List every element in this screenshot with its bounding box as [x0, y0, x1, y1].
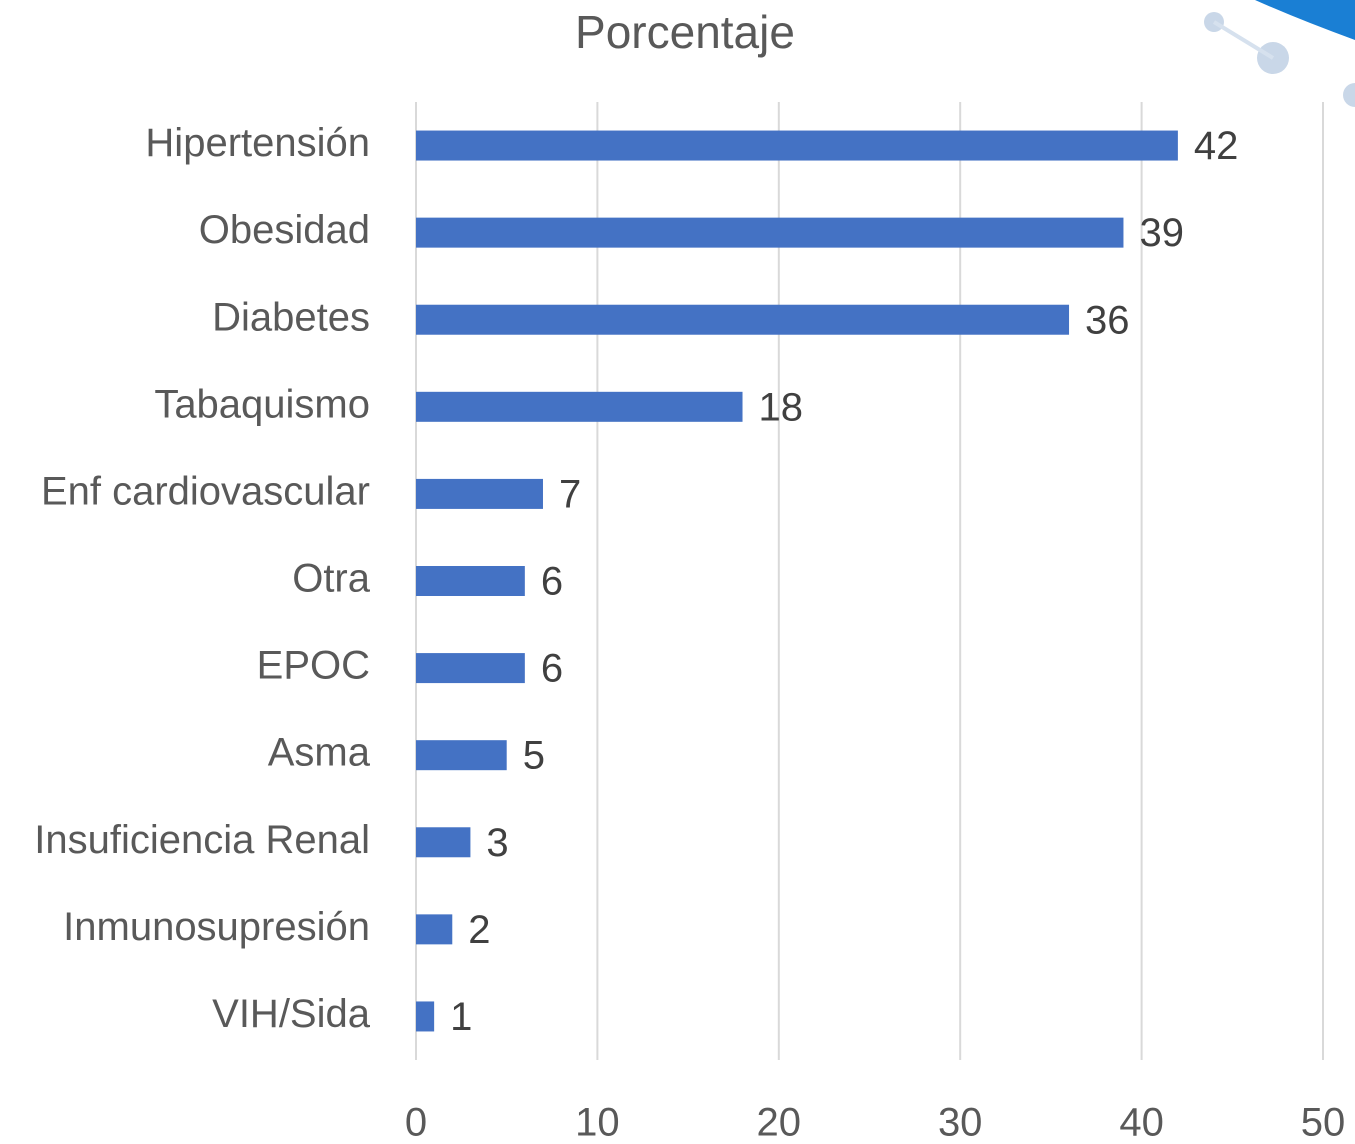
data-label: 36	[1085, 298, 1130, 342]
chart: Porcentaje 0 10 20 30 40 50 Hipertensión 42 Obes…	[0, 0, 1355, 1144]
x-tick-label: 20	[757, 1101, 802, 1144]
bar	[416, 218, 1123, 248]
x-tick-label: 30	[938, 1101, 983, 1144]
bar	[416, 566, 525, 596]
bar	[416, 392, 743, 422]
data-label: 6	[541, 560, 563, 604]
y-tick-label: EPOC	[257, 644, 370, 688]
y-tick-label: Inmunosupresión	[63, 905, 370, 949]
x-tick-label: 50	[1301, 1101, 1346, 1144]
data-label: 42	[1194, 124, 1239, 168]
bar	[416, 131, 1178, 161]
chart-title: Porcentaje	[575, 6, 795, 58]
data-label: 2	[468, 908, 490, 952]
x-tick-label: 10	[575, 1101, 620, 1144]
bar	[416, 479, 543, 509]
bar	[416, 740, 507, 770]
x-tick-label: 0	[405, 1101, 427, 1144]
bar	[416, 914, 452, 944]
data-label: 39	[1139, 211, 1184, 255]
y-tick-label: VIH/Sida	[212, 992, 371, 1036]
decoration	[1204, 0, 1355, 107]
y-tick-label: Enf cardiovascular	[41, 469, 370, 513]
y-tick-label: Tabaquismo	[154, 382, 370, 426]
data-label: 5	[523, 734, 545, 778]
data-label: 18	[759, 385, 804, 429]
data-label: 1	[450, 995, 472, 1039]
y-tick-label: Otra	[292, 557, 371, 601]
y-tick-label: Asma	[268, 731, 371, 775]
y-tick-label: Obesidad	[199, 208, 370, 252]
bar	[416, 653, 525, 683]
data-label: 7	[559, 472, 581, 516]
x-tick-label: 40	[1119, 1101, 1164, 1144]
bar	[416, 305, 1069, 335]
y-tick-label: Diabetes	[212, 295, 370, 339]
bar	[416, 1001, 434, 1031]
data-label: 6	[541, 647, 563, 691]
data-label: 3	[486, 821, 508, 865]
y-tick-label: Hipertensión	[145, 121, 370, 165]
bar	[416, 827, 470, 857]
y-tick-label: Insuficiencia Renal	[34, 818, 370, 862]
